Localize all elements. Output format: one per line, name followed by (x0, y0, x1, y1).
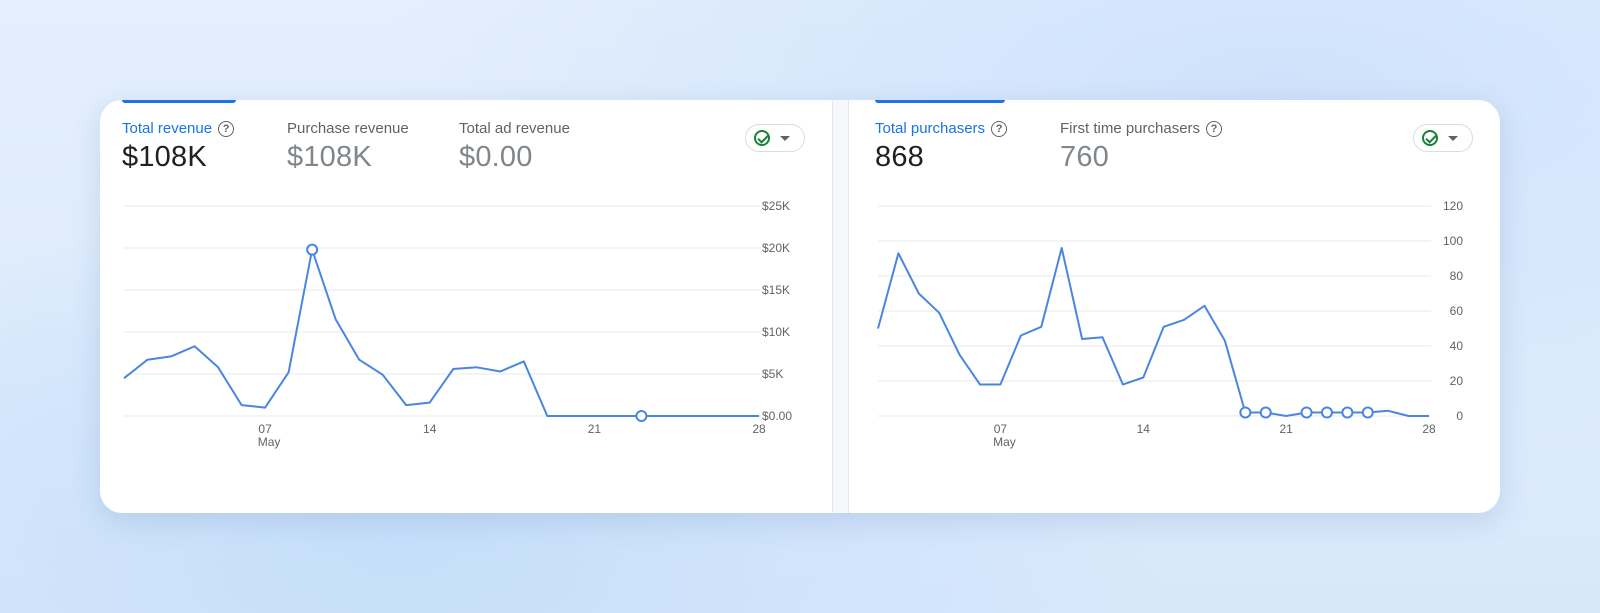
y-tick-label: 60 (1450, 304, 1464, 318)
metric-label: Purchase revenue (287, 120, 409, 137)
card-divider (832, 100, 849, 513)
data-point-marker (1361, 406, 1374, 419)
metric-purchase-revenue[interactable]: Purchase revenue $108K (287, 120, 409, 174)
caret-down-icon (780, 135, 790, 141)
y-tick-label: $20K (762, 241, 790, 255)
caret-down-icon (1448, 135, 1458, 141)
y-tick-label: 120 (1443, 199, 1463, 213)
y-tick-label: $0.00 (762, 409, 792, 423)
y-tick-label: $5K (762, 367, 783, 381)
metric-label: First time purchasers (1060, 120, 1201, 137)
status-dropdown-button[interactable] (1413, 124, 1473, 152)
x-tick-label: 21 (1279, 422, 1293, 436)
metric-total-purchasers[interactable]: Total purchasers ? 868 (875, 120, 1008, 174)
x-tick-sublabel: May (258, 435, 281, 449)
data-point-marker (1259, 406, 1272, 419)
metric-label: Total ad revenue (459, 120, 570, 137)
help-icon[interactable]: ? (218, 120, 235, 137)
metric-first-time-purchasers[interactable]: First time purchasers ? 760 (1060, 120, 1223, 174)
data-point-marker (306, 243, 319, 256)
y-tick-label: 40 (1450, 339, 1464, 353)
purchasers-card: Total purchasers ? 868 First time purcha… (848, 100, 1500, 513)
metric-total-ad-revenue[interactable]: Total ad revenue $0.00 (459, 120, 570, 174)
y-tick-label: $25K (762, 199, 790, 213)
help-icon[interactable]: ? (1206, 120, 1223, 137)
x-tick-label: 28 (752, 422, 766, 436)
x-tick-label: 14 (1137, 422, 1151, 436)
check-circle-icon (1422, 130, 1438, 146)
dashboard-panel: Total revenue ? $108K Purchase revenue $… (100, 100, 1500, 513)
metric-label: Total purchasers (875, 120, 986, 137)
active-tab-indicator (122, 100, 236, 103)
y-tick-label: 0 (1456, 409, 1463, 423)
y-tick-label: 20 (1450, 374, 1464, 388)
metric-value: $108K (122, 141, 207, 173)
active-tab-indicator (875, 100, 1005, 103)
metric-value: $0.00 (459, 141, 533, 173)
series-line (123, 248, 759, 417)
data-point-marker (1300, 406, 1313, 419)
metric-total-revenue[interactable]: Total revenue ? $108K (122, 120, 235, 174)
data-point-marker (1239, 406, 1252, 419)
metric-value: $108K (287, 141, 372, 173)
metric-value: 760 (1060, 141, 1109, 173)
x-tick-label: 07 (994, 422, 1008, 436)
y-tick-label: 80 (1450, 269, 1464, 283)
x-tick-label: 28 (1422, 422, 1436, 436)
status-dropdown-button[interactable] (745, 124, 805, 152)
x-tick-label: 07 (258, 422, 272, 436)
x-tick-sublabel: May (993, 435, 1016, 449)
metric-value: 868 (875, 141, 924, 173)
help-icon[interactable]: ? (991, 120, 1008, 137)
y-tick-label: $10K (762, 325, 790, 339)
metric-label: Total revenue (122, 120, 213, 137)
data-point-marker (635, 410, 648, 422)
x-tick-label: 14 (423, 422, 437, 436)
y-tick-label: $15K (762, 283, 790, 297)
data-point-marker (1320, 406, 1333, 419)
check-circle-icon (754, 130, 770, 146)
x-tick-label: 21 (588, 422, 602, 436)
data-point-marker (1341, 406, 1354, 419)
series-line (877, 247, 1429, 417)
revenue-card: Total revenue ? $108K Purchase revenue $… (100, 100, 832, 513)
y-tick-label: 100 (1443, 234, 1463, 248)
